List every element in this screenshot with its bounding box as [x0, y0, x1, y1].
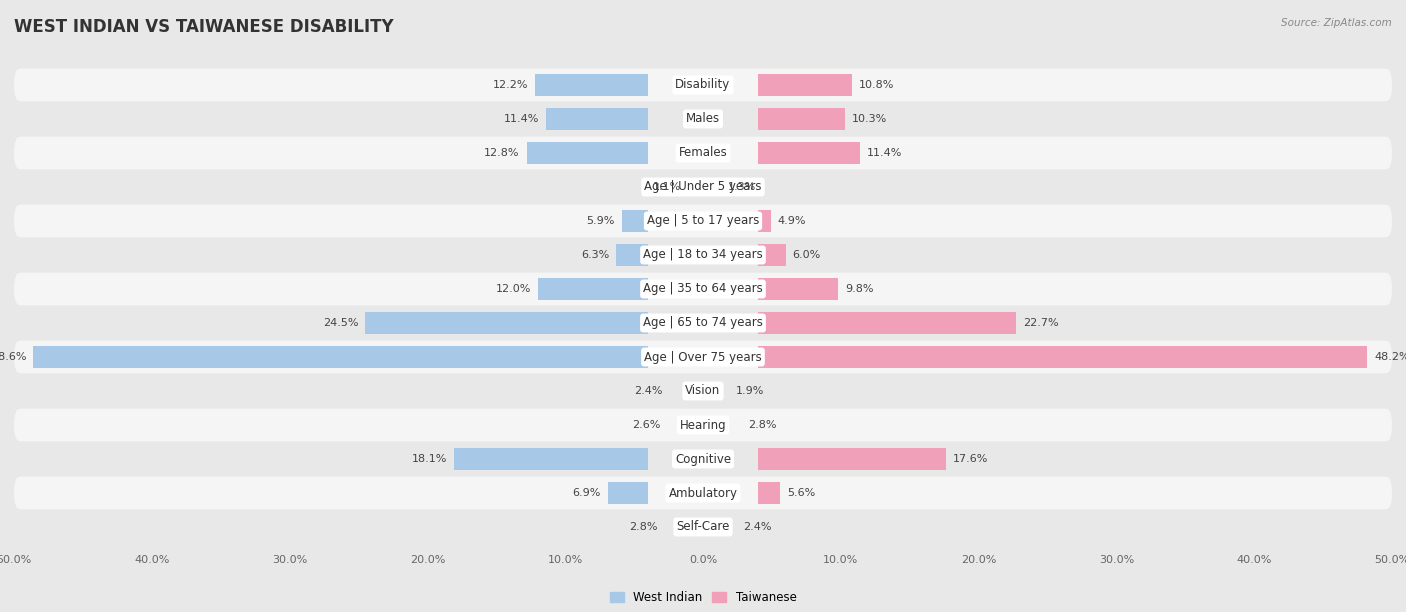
FancyBboxPatch shape [14, 103, 1392, 135]
Text: Age | Under 5 years: Age | Under 5 years [644, 181, 762, 193]
Text: 11.4%: 11.4% [503, 114, 538, 124]
Legend: West Indian, Taiwanese: West Indian, Taiwanese [605, 586, 801, 608]
Text: Ambulatory: Ambulatory [668, 487, 738, 499]
FancyBboxPatch shape [14, 69, 1392, 102]
Text: 48.2%: 48.2% [1374, 352, 1406, 362]
FancyBboxPatch shape [14, 204, 1392, 237]
FancyBboxPatch shape [14, 442, 1392, 476]
Bar [621, 211, 648, 231]
Text: 12.2%: 12.2% [492, 80, 529, 90]
Text: 5.6%: 5.6% [787, 488, 815, 498]
Text: 2.8%: 2.8% [748, 420, 778, 430]
FancyBboxPatch shape [14, 307, 1392, 339]
Text: 5.9%: 5.9% [586, 216, 614, 226]
Bar [758, 278, 838, 299]
Bar [758, 346, 1367, 368]
FancyBboxPatch shape [14, 136, 1392, 170]
Text: 17.6%: 17.6% [952, 454, 988, 464]
Bar [534, 75, 648, 95]
FancyBboxPatch shape [14, 341, 1392, 373]
Bar [758, 449, 945, 469]
Text: 2.4%: 2.4% [634, 386, 664, 396]
Text: 18.1%: 18.1% [412, 454, 447, 464]
Bar [758, 211, 770, 231]
Bar [34, 346, 648, 368]
Bar [758, 244, 786, 266]
Text: WEST INDIAN VS TAIWANESE DISABILITY: WEST INDIAN VS TAIWANESE DISABILITY [14, 18, 394, 36]
Text: Females: Females [679, 146, 727, 160]
Text: 6.3%: 6.3% [581, 250, 609, 260]
FancyBboxPatch shape [14, 409, 1392, 441]
FancyBboxPatch shape [14, 171, 1392, 203]
Text: 10.3%: 10.3% [852, 114, 887, 124]
Text: Age | 65 to 74 years: Age | 65 to 74 years [643, 316, 763, 329]
Text: 1.3%: 1.3% [728, 182, 756, 192]
Bar [366, 313, 648, 334]
Text: 22.7%: 22.7% [1022, 318, 1059, 328]
Text: Age | 18 to 34 years: Age | 18 to 34 years [643, 248, 763, 261]
Bar [758, 75, 852, 95]
Text: Cognitive: Cognitive [675, 452, 731, 466]
Text: 12.0%: 12.0% [495, 284, 531, 294]
FancyBboxPatch shape [14, 273, 1392, 305]
Text: Vision: Vision [685, 384, 721, 398]
Text: 24.5%: 24.5% [323, 318, 359, 328]
Bar [454, 449, 648, 469]
Bar [527, 143, 648, 163]
Text: 2.8%: 2.8% [628, 522, 658, 532]
Text: Self-Care: Self-Care [676, 520, 730, 534]
Text: 2.6%: 2.6% [631, 420, 661, 430]
Text: Age | Over 75 years: Age | Over 75 years [644, 351, 762, 364]
Bar [616, 244, 648, 266]
Text: 48.6%: 48.6% [0, 352, 27, 362]
Bar [546, 108, 648, 130]
Text: 12.8%: 12.8% [484, 148, 520, 158]
Bar [607, 482, 648, 504]
Text: 1.9%: 1.9% [737, 386, 765, 396]
FancyBboxPatch shape [14, 239, 1392, 271]
Text: 4.9%: 4.9% [778, 216, 806, 226]
Text: Age | 5 to 17 years: Age | 5 to 17 years [647, 214, 759, 228]
FancyBboxPatch shape [14, 375, 1392, 408]
Text: 6.9%: 6.9% [572, 488, 600, 498]
Bar [758, 108, 845, 130]
Text: Males: Males [686, 113, 720, 125]
Bar [758, 143, 860, 163]
Text: Age | 35 to 64 years: Age | 35 to 64 years [643, 283, 763, 296]
Bar [537, 278, 648, 299]
Text: 6.0%: 6.0% [793, 250, 821, 260]
Text: 11.4%: 11.4% [868, 148, 903, 158]
Bar [758, 482, 780, 504]
Text: 9.8%: 9.8% [845, 284, 873, 294]
FancyBboxPatch shape [14, 510, 1392, 543]
Text: 1.1%: 1.1% [652, 182, 681, 192]
Text: Hearing: Hearing [679, 419, 727, 431]
Text: Source: ZipAtlas.com: Source: ZipAtlas.com [1281, 18, 1392, 28]
Text: 10.8%: 10.8% [859, 80, 894, 90]
FancyBboxPatch shape [14, 477, 1392, 509]
Bar [758, 313, 1015, 334]
Text: Disability: Disability [675, 78, 731, 92]
Text: 2.4%: 2.4% [742, 522, 772, 532]
